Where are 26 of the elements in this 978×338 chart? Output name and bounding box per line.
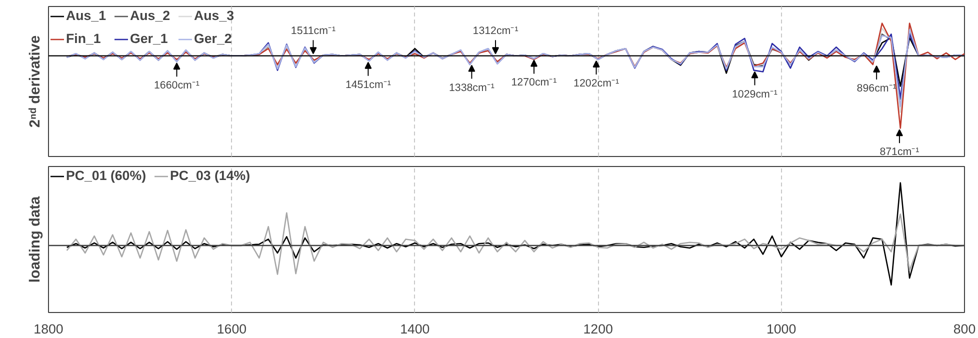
annotation: 1338cm⁻¹ <box>448 82 495 94</box>
legend-label: Fin_1 <box>66 31 101 46</box>
annotation: 1270cm⁻¹ <box>511 76 558 89</box>
annotation: 1660cm⁻¹ <box>154 80 200 92</box>
x-tick-label: 800 <box>953 322 976 336</box>
legend-label: Aus_1 <box>66 8 106 23</box>
annotation: 871cm⁻¹ <box>880 146 920 158</box>
legend-label: PC_03 (14%) <box>170 168 250 183</box>
x-tick-label: 1600 <box>216 322 247 336</box>
annotation: 1202cm⁻¹ <box>574 77 620 90</box>
annotation: 1312cm⁻¹ <box>472 25 519 38</box>
y-axis-title: loading data <box>28 195 44 283</box>
legend-label: Aus_3 <box>194 8 234 23</box>
y-axis-title: 2ⁿᵈ derivative <box>28 35 44 128</box>
annotation: 1029cm⁻¹ <box>732 88 778 100</box>
annotation: 1451cm⁻¹ <box>345 78 392 91</box>
x-tick-label: 1000 <box>766 322 796 336</box>
legend-label: Ger_1 <box>130 31 168 46</box>
legend-label: Ger_2 <box>194 31 232 46</box>
annotation: 896cm⁻¹ <box>856 82 897 95</box>
legend-label: PC_01 (60%) <box>66 168 146 183</box>
x-tick-label: 1400 <box>400 322 430 336</box>
legend-label: Aus_2 <box>130 8 170 23</box>
x-tick-label: 1800 <box>34 322 64 336</box>
x-tick-label: 1200 <box>583 322 613 336</box>
annotation: 1511cm⁻¹ <box>290 25 336 38</box>
